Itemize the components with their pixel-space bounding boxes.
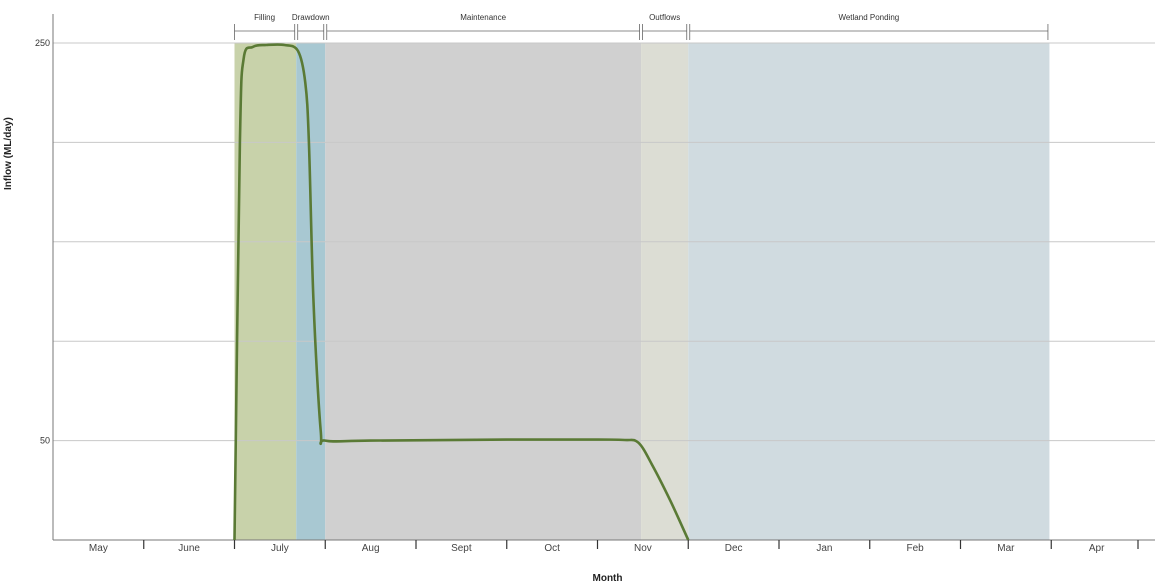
phase-brackets: Filling Drawdown Maintenance Outflows Wetlan…	[234, 13, 1049, 40]
x-tick-label-10: Mar	[997, 543, 1015, 554]
phase-band-0	[234, 43, 297, 540]
phase-bands	[234, 43, 1050, 540]
x-tick-label-6: Nov	[634, 543, 652, 554]
x-tick-label-1: June	[178, 543, 200, 554]
x-axis-label: Month	[592, 573, 623, 584]
phase-band-3	[641, 43, 689, 540]
x-tick-label-11: Apr	[1089, 543, 1105, 554]
series-layer	[233, 43, 690, 541]
y-tick-label-0: 50	[40, 436, 50, 446]
x-tick-label-9: Feb	[907, 543, 925, 554]
phase-label-3: Outflows	[649, 13, 680, 22]
y-axis-ticks: 50 250	[35, 38, 50, 446]
x-tick-label-7: Dec	[725, 543, 743, 554]
phase-label-1: Drawdown	[292, 13, 330, 22]
x-tick-label-0: May	[89, 543, 108, 554]
phase-band-1	[296, 43, 326, 540]
phase-band-4	[688, 43, 1050, 540]
series-line-0	[233, 43, 690, 541]
phase-label-0: Filling	[254, 13, 275, 22]
x-tick-label-3: Aug	[362, 543, 380, 554]
phase-label-4: Wetland Ponding	[838, 13, 899, 22]
x-tick-label-5: Oct	[544, 543, 560, 554]
x-tick-label-2: July	[271, 543, 289, 554]
y-tick-label-1: 250	[35, 38, 50, 48]
y-axis-label: Inflow (ML/day)	[3, 117, 14, 190]
x-tick-label-4: Sept	[451, 543, 472, 554]
phase-band-2	[325, 43, 642, 540]
axes	[52, 14, 1155, 541]
x-tick-label-8: Jan	[816, 543, 832, 554]
x-axis-ticks: May June July Aug Sept Oct Nov Dec Jan Feb Mar Apr	[89, 540, 1139, 554]
phase-label-2: Maintenance	[460, 13, 506, 22]
